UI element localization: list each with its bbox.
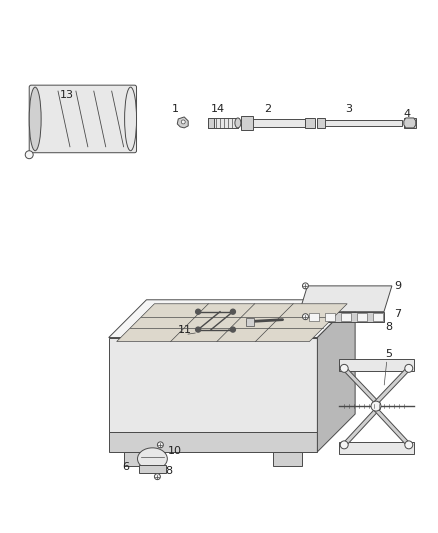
Text: 8: 8 xyxy=(385,321,392,332)
Ellipse shape xyxy=(29,87,41,151)
Text: 14: 14 xyxy=(211,104,225,114)
Circle shape xyxy=(371,401,381,411)
Text: 4: 4 xyxy=(403,109,410,119)
Polygon shape xyxy=(300,312,384,321)
Polygon shape xyxy=(300,286,392,312)
Polygon shape xyxy=(109,300,355,337)
Circle shape xyxy=(181,120,185,124)
Bar xyxy=(339,359,414,372)
Bar xyxy=(325,313,335,321)
Circle shape xyxy=(405,365,413,373)
Ellipse shape xyxy=(138,448,167,470)
Bar xyxy=(339,442,414,454)
Bar xyxy=(357,313,367,321)
FancyBboxPatch shape xyxy=(29,85,137,153)
Text: 1: 1 xyxy=(172,104,179,114)
Text: 8: 8 xyxy=(165,466,172,475)
Bar xyxy=(373,313,383,321)
Bar xyxy=(208,118,214,128)
Circle shape xyxy=(303,314,308,320)
Circle shape xyxy=(25,151,33,159)
Bar xyxy=(138,465,166,473)
Bar xyxy=(404,118,416,128)
Text: 9: 9 xyxy=(394,281,401,291)
Polygon shape xyxy=(344,403,380,448)
Polygon shape xyxy=(109,337,318,432)
Text: 6: 6 xyxy=(122,462,129,472)
Bar xyxy=(124,452,153,466)
Text: 11: 11 xyxy=(178,325,192,335)
Text: 2: 2 xyxy=(264,104,271,114)
Polygon shape xyxy=(177,117,188,128)
Bar xyxy=(273,452,303,466)
Circle shape xyxy=(405,441,413,449)
Bar xyxy=(309,313,319,321)
Polygon shape xyxy=(344,365,380,409)
Text: 13: 13 xyxy=(60,90,74,100)
Bar xyxy=(318,118,325,128)
Bar xyxy=(245,119,309,127)
Circle shape xyxy=(340,365,348,373)
Circle shape xyxy=(303,283,308,289)
Polygon shape xyxy=(373,403,409,448)
Polygon shape xyxy=(318,300,355,452)
Circle shape xyxy=(155,474,160,480)
Bar xyxy=(246,318,254,326)
Bar xyxy=(305,118,315,128)
Circle shape xyxy=(196,327,201,332)
Bar xyxy=(208,118,238,128)
Polygon shape xyxy=(404,118,416,128)
Text: 3: 3 xyxy=(346,104,353,114)
Text: 5: 5 xyxy=(385,350,392,359)
Bar xyxy=(241,116,253,130)
Bar xyxy=(341,313,351,321)
Bar xyxy=(318,120,402,126)
Circle shape xyxy=(230,327,235,332)
Circle shape xyxy=(196,309,201,314)
Text: 7: 7 xyxy=(394,309,401,319)
Polygon shape xyxy=(373,365,409,409)
Ellipse shape xyxy=(235,118,241,128)
Polygon shape xyxy=(109,432,318,452)
Text: 10: 10 xyxy=(168,446,182,456)
Circle shape xyxy=(340,441,348,449)
Ellipse shape xyxy=(124,87,137,151)
Circle shape xyxy=(230,309,235,314)
Polygon shape xyxy=(117,304,347,342)
Circle shape xyxy=(157,442,163,448)
